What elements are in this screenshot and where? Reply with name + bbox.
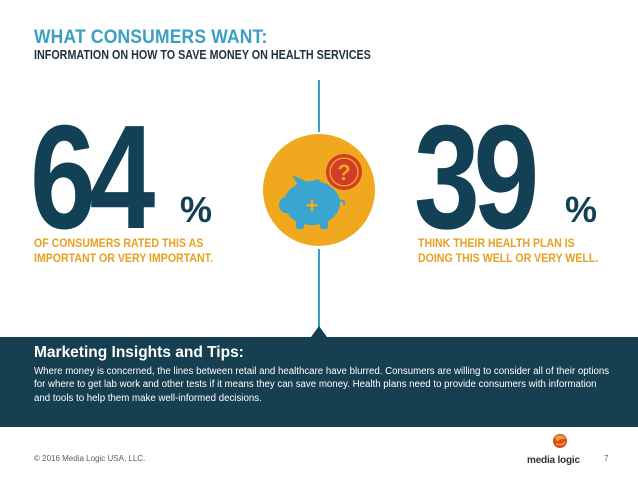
stat-description: OF CONSUMERS RATED THIS AS IMPORTANT OR … (34, 237, 213, 267)
stat-unit-percent: % (180, 189, 213, 230)
piggy-bank-question-icon: + $ ? (262, 133, 377, 248)
question-mark: ? (337, 160, 350, 185)
media-logic-logo (526, 430, 596, 470)
plus-sign: + (306, 193, 319, 218)
logo-text: media logic (527, 455, 580, 466)
page-title: WHAT CONSUMERS WANT: (34, 27, 268, 48)
dollar-sign: $ (313, 176, 321, 192)
page-subtitle: INFORMATION ON HOW TO SAVE MONEY ON HEAL… (34, 48, 371, 62)
divider-line-top (318, 80, 320, 132)
stat-description-line: DOING THIS WELL OR VERY WELL. (418, 253, 599, 265)
tips-title: Marketing Insights and Tips: (34, 344, 244, 361)
stat-description-line: THINK THEIR HEALTH PLAN IS (418, 238, 575, 250)
tips-body: Where money is concerned, the lines betw… (34, 366, 610, 404)
copyright-text: © 2016 Media Logic USA, LLC. (34, 454, 146, 463)
divider-line-bottom (318, 249, 320, 327)
stat-value-health-plan: 39 (414, 95, 539, 260)
tips-band (0, 337, 638, 427)
stat-description-line: OF CONSUMERS RATED THIS AS (34, 238, 204, 250)
stat-value-consumers-rated: 64 (30, 95, 155, 260)
stat-description: THINK THEIR HEALTH PLAN IS DOING THIS WE… (418, 237, 598, 267)
page-number: 7 (604, 454, 609, 463)
stat-description-line: IMPORTANT OR VERY IMPORTANT. (34, 253, 213, 265)
stat-unit-percent: % (565, 189, 598, 230)
band-notch (311, 326, 327, 337)
